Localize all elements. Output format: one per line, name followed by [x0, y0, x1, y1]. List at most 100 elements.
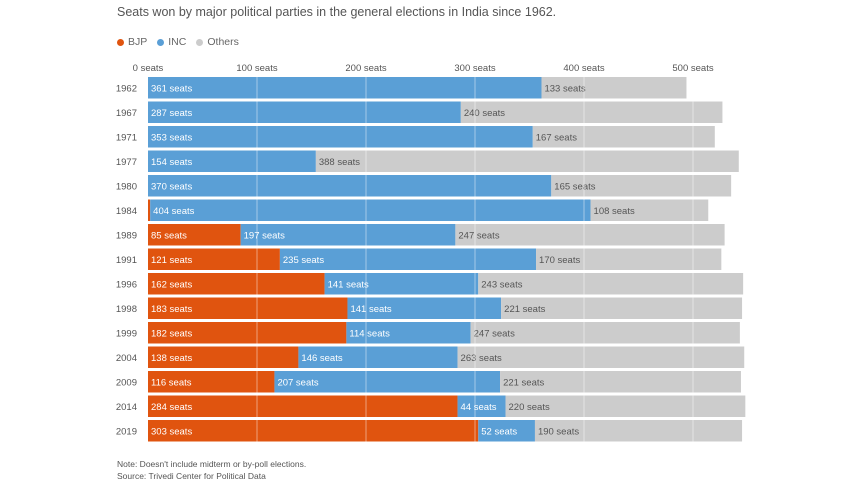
bar-label-bjp-1991: 121 seats [151, 255, 192, 266]
bar-label-bjp-2009: 116 seats [151, 377, 192, 388]
bar-label-bjp-1998: 183 seats [151, 304, 192, 315]
bar-others-1967 [460, 101, 723, 123]
bar-bjp-2009 [148, 371, 275, 393]
tick-label-300: 300 seats [454, 63, 495, 74]
year-label-1967: 1967 [116, 108, 137, 119]
bar-inc-2009 [274, 371, 501, 393]
bar-label-bjp-2004: 138 seats [151, 353, 192, 364]
year-label-1996: 1996 [116, 279, 137, 290]
bar-label-inc-1991: 235 seats [283, 255, 324, 266]
bar-label-inc-2004: 146 seats [301, 353, 342, 364]
bar-label-inc-1980: 370 seats [151, 181, 192, 192]
year-label-2019: 2019 [116, 426, 137, 437]
bar-label-others-1977: 388 seats [319, 157, 360, 168]
year-label-1984: 1984 [116, 206, 137, 217]
bar-label-others-1991: 170 seats [539, 255, 580, 266]
bar-label-bjp-2014: 284 seats [151, 402, 192, 413]
bar-bjp-1996 [148, 273, 325, 295]
bar-label-bjp-1999: 182 seats [151, 328, 192, 339]
bar-label-inc-1967: 287 seats [151, 108, 192, 119]
tick-label-200: 200 seats [345, 63, 386, 74]
tick-label-400: 400 seats [563, 63, 604, 74]
bar-others-1998 [501, 297, 743, 319]
bar-others-1971 [532, 126, 715, 148]
chart-source: Source: Trivedi Center for Political Dat… [117, 471, 266, 481]
bar-others-2004 [457, 346, 745, 368]
legend-item-inc: INC [157, 36, 186, 48]
bar-label-others-1989: 247 seats [458, 230, 499, 241]
year-label-1989: 1989 [116, 230, 137, 241]
year-label-1991: 1991 [116, 255, 137, 266]
bar-bjp-1989 [148, 224, 241, 246]
chart-notes: Note: Doesn't include midterm or by-poll… [117, 458, 306, 482]
bar-inc-1962 [148, 77, 542, 99]
bar-label-inc-1996: 141 seats [328, 279, 369, 290]
bar-label-inc-1998: 141 seats [350, 304, 391, 315]
bar-others-2014 [505, 395, 746, 417]
bar-inc-1967 [148, 101, 461, 123]
bar-inc-1984 [150, 199, 591, 221]
bar-others-1999 [470, 322, 740, 344]
chart-subtitle: Seats won by major political parties in … [117, 5, 557, 19]
bar-others-1962 [541, 77, 687, 99]
bar-inc-1999 [346, 322, 471, 344]
bar-label-others-1984: 108 seats [594, 206, 635, 217]
chart-note: Note: Doesn't include midterm or by-poll… [117, 459, 307, 469]
bar-label-inc-1999: 114 seats [349, 328, 390, 339]
year-label-2014: 2014 [116, 402, 137, 413]
bar-others-1996 [478, 273, 744, 295]
year-label-1977: 1977 [116, 157, 137, 168]
bar-label-others-2014: 220 seats [509, 402, 550, 413]
bar-inc-1977 [148, 150, 316, 172]
bar-others-2019 [534, 420, 743, 442]
bar-label-others-1971: 167 seats [536, 132, 577, 143]
bar-label-inc-1989: 197 seats [244, 230, 285, 241]
bar-label-others-1999: 247 seats [474, 328, 515, 339]
bar-label-bjp-1989: 85 seats [151, 230, 187, 241]
legend-item-others: Others [196, 36, 239, 48]
bar-bjp-2004 [148, 346, 299, 368]
bar-label-others-1998: 221 seats [504, 304, 545, 315]
chart-legend: BJP INC Others [117, 36, 239, 48]
legend-swatch-others [196, 38, 204, 46]
bar-others-1984 [590, 199, 709, 221]
year-label-1962: 1962 [116, 83, 137, 94]
legend-label-inc: INC [168, 36, 187, 48]
legend-item-bjp: BJP [117, 36, 147, 48]
bar-bjp-2014 [148, 395, 458, 417]
bar-others-2009 [500, 371, 741, 393]
legend-label-others: Others [207, 36, 239, 48]
bar-label-inc-1971: 353 seats [151, 132, 192, 143]
bar-label-others-2019: 190 seats [538, 426, 579, 437]
year-label-1999: 1999 [116, 328, 137, 339]
bar-label-bjp-2019: 303 seats [151, 426, 192, 437]
year-label-2009: 2009 [116, 377, 137, 388]
legend-swatch-inc [157, 38, 165, 46]
bar-bjp-1998 [148, 297, 348, 319]
bar-label-others-1996: 243 seats [481, 279, 522, 290]
bar-inc-1998 [347, 297, 502, 319]
bar-bjp-1999 [148, 322, 347, 344]
bar-others-1991 [536, 248, 722, 270]
bar-others-1980 [551, 175, 732, 197]
bar-label-others-2009: 221 seats [503, 377, 544, 388]
bar-label-inc-2019: 52 seats [481, 426, 517, 437]
tick-label-0: 0 seats [133, 63, 164, 74]
bar-others-1977 [315, 150, 739, 172]
bar-label-others-1967: 240 seats [464, 108, 505, 119]
bar-others-1989 [455, 224, 725, 246]
bar-inc-1989 [240, 224, 456, 246]
bar-label-others-1980: 165 seats [554, 181, 595, 192]
legend-label-bjp: BJP [128, 36, 148, 48]
year-label-1980: 1980 [116, 181, 137, 192]
bar-label-inc-1977: 154 seats [151, 157, 192, 168]
bar-inc-2019 [478, 420, 535, 442]
bar-inc-2014 [457, 395, 506, 417]
bar-inc-1971 [148, 126, 533, 148]
bar-label-inc-1984: 404 seats [153, 206, 194, 217]
bar-inc-1991 [279, 248, 537, 270]
bar-label-inc-2014: 44 seats [461, 402, 497, 413]
bar-bjp-1991 [148, 248, 280, 270]
year-label-1998: 1998 [116, 304, 137, 315]
